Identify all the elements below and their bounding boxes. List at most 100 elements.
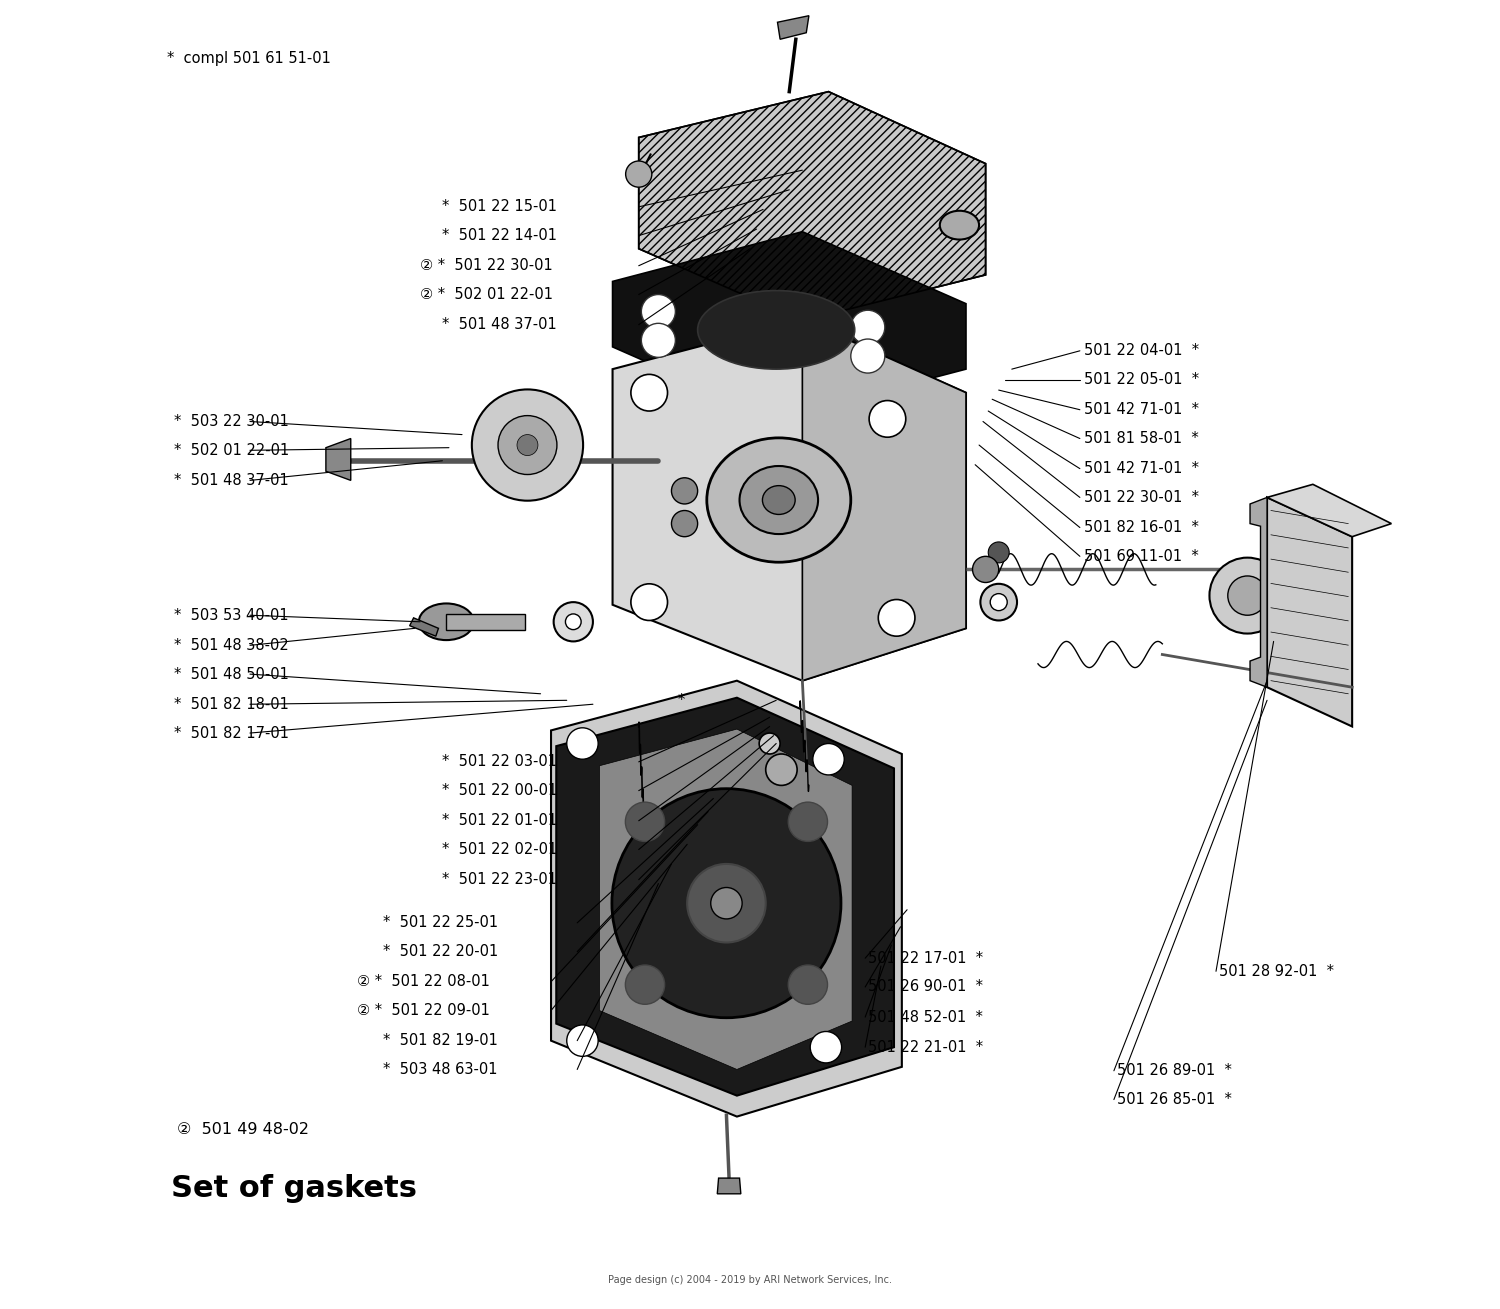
Circle shape: [868, 401, 906, 437]
Text: *  502 01 22-01: * 502 01 22-01: [174, 442, 290, 458]
Ellipse shape: [419, 603, 474, 640]
Text: 501 82 16-01  *: 501 82 16-01 *: [1084, 520, 1198, 535]
Text: 501 42 71-01  *: 501 42 71-01 *: [1084, 461, 1198, 476]
Circle shape: [988, 542, 1010, 563]
Circle shape: [850, 339, 885, 373]
Circle shape: [632, 374, 668, 411]
Circle shape: [711, 888, 742, 919]
Ellipse shape: [759, 733, 780, 754]
Text: *  503 22 30-01: * 503 22 30-01: [174, 414, 290, 429]
Ellipse shape: [1228, 576, 1268, 615]
Polygon shape: [639, 92, 986, 321]
Circle shape: [642, 323, 675, 357]
Bar: [447, 614, 525, 630]
Ellipse shape: [566, 614, 580, 630]
Circle shape: [879, 600, 915, 636]
Ellipse shape: [554, 602, 592, 641]
Ellipse shape: [706, 437, 850, 563]
Circle shape: [518, 435, 538, 456]
Text: *  501 22 15-01: * 501 22 15-01: [442, 199, 558, 215]
Circle shape: [972, 556, 999, 583]
Text: 501 26 90-01  *: 501 26 90-01 *: [868, 979, 982, 995]
Circle shape: [672, 511, 698, 537]
Text: *  501 22 00-01: * 501 22 00-01: [442, 783, 558, 798]
Circle shape: [850, 310, 885, 344]
Text: *  501 82 18-01: * 501 82 18-01: [174, 696, 290, 712]
Ellipse shape: [472, 390, 584, 501]
Ellipse shape: [762, 486, 795, 514]
Polygon shape: [600, 729, 852, 1069]
Text: 501 22 17-01  *: 501 22 17-01 *: [868, 950, 982, 966]
Circle shape: [567, 1025, 598, 1056]
Ellipse shape: [990, 594, 1006, 611]
Circle shape: [626, 965, 664, 1004]
Polygon shape: [802, 319, 966, 681]
Text: Set of gaskets: Set of gaskets: [171, 1174, 417, 1203]
Circle shape: [672, 478, 698, 504]
Circle shape: [810, 1031, 842, 1063]
Text: *  501 48 50-01: * 501 48 50-01: [174, 666, 290, 682]
Polygon shape: [717, 1178, 741, 1194]
Text: ② *  501 22 09-01: ② * 501 22 09-01: [357, 1003, 490, 1018]
Ellipse shape: [612, 788, 842, 1018]
Text: 501 28 92-01  *: 501 28 92-01 *: [1218, 963, 1334, 979]
Text: ② *  501 22 30-01: ② * 501 22 30-01: [420, 258, 554, 274]
Polygon shape: [326, 439, 351, 480]
Text: 501 42 71-01  *: 501 42 71-01 *: [1084, 402, 1198, 418]
Ellipse shape: [498, 416, 556, 474]
Circle shape: [567, 728, 598, 759]
Text: *  501 22 03-01: * 501 22 03-01: [442, 754, 558, 770]
Text: 501 26 85-01  *: 501 26 85-01 *: [1116, 1092, 1232, 1107]
Text: *: *: [678, 692, 686, 708]
Text: *  501 22 02-01: * 501 22 02-01: [442, 842, 558, 857]
Ellipse shape: [740, 466, 818, 534]
Text: *  501 82 17-01: * 501 82 17-01: [174, 725, 290, 741]
Polygon shape: [1268, 497, 1352, 726]
Text: *  501 48 38-02: * 501 48 38-02: [174, 637, 290, 653]
Text: 501 22 04-01  *: 501 22 04-01 *: [1084, 343, 1198, 359]
Circle shape: [813, 744, 844, 775]
Text: 501 22 30-01  *: 501 22 30-01 *: [1084, 490, 1198, 505]
Polygon shape: [550, 681, 902, 1117]
Text: *  501 22 23-01: * 501 22 23-01: [442, 872, 558, 888]
Text: ②  501 49 48-02: ② 501 49 48-02: [177, 1122, 309, 1138]
Circle shape: [626, 161, 652, 187]
Text: ② *  501 22 08-01: ② * 501 22 08-01: [357, 974, 490, 990]
Text: *  501 48 37-01: * 501 48 37-01: [174, 473, 290, 488]
Text: *  compl 501 61 51-01: * compl 501 61 51-01: [168, 51, 332, 67]
Text: *  501 48 37-01: * 501 48 37-01: [442, 317, 556, 332]
Text: *  501 22 25-01: * 501 22 25-01: [384, 915, 498, 931]
Polygon shape: [612, 319, 966, 681]
Text: 501 69 11-01  *: 501 69 11-01 *: [1084, 548, 1198, 564]
Polygon shape: [777, 16, 808, 39]
Text: *  501 22 20-01: * 501 22 20-01: [384, 944, 498, 959]
Circle shape: [765, 754, 796, 785]
Text: 501 48 52-01  *: 501 48 52-01 *: [868, 1009, 982, 1025]
Text: 501 22 05-01  *: 501 22 05-01 *: [1084, 372, 1198, 387]
Text: 501 26 89-01  *: 501 26 89-01 *: [1116, 1063, 1232, 1079]
Circle shape: [642, 295, 675, 329]
Text: ② *  502 01 22-01: ② * 502 01 22-01: [420, 287, 554, 302]
Polygon shape: [1250, 497, 1268, 687]
Polygon shape: [556, 698, 894, 1096]
Text: *  503 48 63-01: * 503 48 63-01: [384, 1062, 498, 1077]
Polygon shape: [410, 618, 438, 636]
Ellipse shape: [981, 584, 1017, 620]
Circle shape: [789, 802, 828, 842]
Circle shape: [789, 965, 828, 1004]
Text: 501 22 21-01  *: 501 22 21-01 *: [868, 1039, 982, 1055]
Text: *  501 22 14-01: * 501 22 14-01: [442, 228, 558, 243]
Circle shape: [632, 584, 668, 620]
Ellipse shape: [1209, 558, 1286, 634]
Text: 501 81 58-01  *: 501 81 58-01 *: [1084, 431, 1198, 446]
Ellipse shape: [698, 291, 855, 369]
Polygon shape: [1268, 484, 1392, 537]
Text: *  503 53 40-01: * 503 53 40-01: [174, 607, 288, 623]
Text: *  501 22 01-01: * 501 22 01-01: [442, 813, 558, 829]
Polygon shape: [612, 232, 966, 419]
Circle shape: [626, 802, 664, 842]
Text: *  501 82 19-01: * 501 82 19-01: [384, 1033, 498, 1049]
Ellipse shape: [940, 211, 980, 240]
Text: Page design (c) 2004 - 2019 by ARI Network Services, Inc.: Page design (c) 2004 - 2019 by ARI Netwo…: [608, 1275, 892, 1285]
Circle shape: [687, 864, 765, 942]
